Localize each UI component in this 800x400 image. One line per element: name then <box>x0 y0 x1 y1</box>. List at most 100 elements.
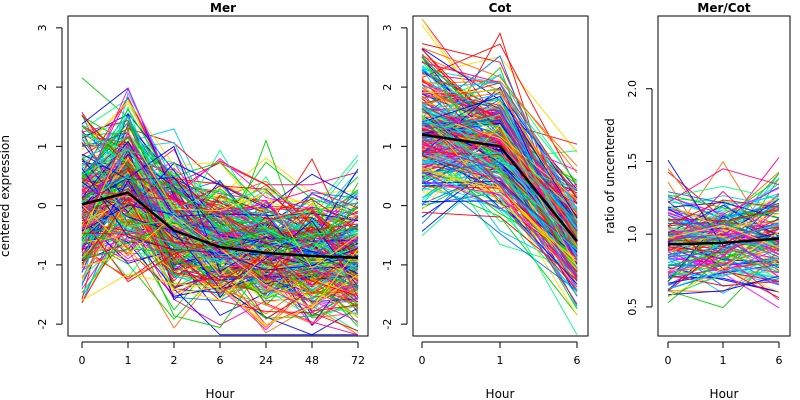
gene-profile-line <box>421 92 578 214</box>
x-tick-label: 48 <box>305 354 319 367</box>
panel-ratio-title: Mer/Cot <box>697 1 750 15</box>
panel-ratio-mean-line <box>667 237 780 246</box>
gene-profile-line <box>81 177 359 242</box>
gene-profile-line <box>667 276 780 293</box>
gene-profile-line <box>421 95 578 219</box>
gene-profile-line <box>81 204 359 266</box>
panel-ratio-y-axis: 0.5 1.0 1.5 2.0 <box>626 80 653 316</box>
gene-profile-line <box>81 273 359 326</box>
gene-profile-line <box>667 214 780 237</box>
gene-profile-line <box>667 168 780 203</box>
panel-mer: Mer -2 -1 0 1 2 3 0 1 2 6 24 48 72 Hour centered ex… <box>0 1 369 400</box>
gene-profile-line <box>421 200 578 285</box>
gene-profile-line <box>421 73 578 210</box>
gene-profile-line <box>81 174 359 265</box>
gene-profile-line <box>667 225 780 299</box>
x-tick-label: 6 <box>776 354 783 367</box>
gene-profile-line <box>667 266 780 290</box>
gene-profile-line <box>667 199 780 226</box>
gene-profile-line <box>421 161 578 276</box>
y-tick-label: -1 <box>36 259 49 270</box>
panel-cot-mean-line <box>421 133 578 242</box>
gene-profile-line <box>81 195 359 297</box>
gene-profile-line <box>667 229 780 244</box>
gene-profile-line <box>667 256 780 277</box>
y-tick-label: 1 <box>36 143 49 150</box>
y-tick-label: 3 <box>381 24 394 31</box>
gene-profile-line <box>421 47 578 174</box>
gene-profile-line <box>421 57 578 249</box>
gene-profile-line <box>81 160 359 281</box>
y-tick-label: 3 <box>36 24 49 31</box>
panel-mer-x-axis: 0 1 2 6 24 48 72 <box>79 341 365 367</box>
gene-profile-line <box>667 213 780 253</box>
gene-profile-line <box>421 86 578 235</box>
gene-profile-line <box>81 169 359 244</box>
gene-profile-line <box>421 167 578 262</box>
gene-profile-line <box>81 137 359 241</box>
panel-ratio-gene-profiles <box>667 157 780 309</box>
y-tick-label: -2 <box>381 319 394 330</box>
gene-profile-line <box>667 248 780 273</box>
x-tick-label: 24 <box>259 354 273 367</box>
y-tick-label: 0.5 <box>626 298 639 316</box>
gene-profile-line <box>81 168 359 271</box>
gene-profile-line <box>667 205 780 247</box>
panel-cot-plot-box <box>412 15 589 337</box>
x-tick-label: 2 <box>171 354 178 367</box>
gene-profile-line <box>81 130 359 270</box>
panel-cot: Cot -2 -1 0 1 2 3 0 1 6 Hour <box>381 1 589 400</box>
x-tick-label: 0 <box>79 354 86 367</box>
gene-profile-line <box>81 189 359 289</box>
panel-ratio: Mer/Cot 0.5 1.0 1.5 2.0 0 1 6 Hour ratio of u… <box>603 1 791 400</box>
gene-profile-line <box>81 153 359 261</box>
x-tick-label: 1 <box>497 354 504 367</box>
gene-profile-line <box>81 213 359 329</box>
gene-profile-line <box>81 203 359 295</box>
panel-cot-gene-profiles <box>421 18 578 336</box>
panel-ratio-y-axis-label: ratio of uncentered <box>603 118 617 233</box>
gene-profile-line <box>667 185 780 200</box>
gene-profile-line <box>667 187 780 215</box>
gene-profile-line <box>667 233 780 252</box>
panel-mer-title: Mer <box>210 1 236 15</box>
gene-profile-line <box>421 116 578 291</box>
y-tick-label: 1 <box>381 143 394 150</box>
panel-cot-x-axis: 0 1 6 <box>419 341 581 367</box>
gene-profile-line <box>81 115 359 291</box>
y-tick-label: 1.5 <box>626 153 639 171</box>
gene-profile-line <box>667 252 780 273</box>
gene-profile-line <box>421 119 578 227</box>
y-tick-label: 2 <box>36 84 49 91</box>
gene-profile-line <box>81 232 359 296</box>
panel-mer-gene-profiles <box>81 77 359 336</box>
gene-profile-line <box>667 238 780 267</box>
gene-profile-line <box>81 181 359 290</box>
gene-profile-line <box>81 234 359 299</box>
gene-profile-line <box>667 233 780 269</box>
gene-profile-line <box>421 158 578 212</box>
panel-mer-y-axis: -2 -1 0 1 2 3 <box>36 24 63 330</box>
gene-profile-line <box>421 211 578 281</box>
gene-profile-line <box>421 151 578 255</box>
gene-profile-line <box>421 43 578 188</box>
gene-profile-line <box>81 131 359 263</box>
gene-profile-line <box>667 215 780 282</box>
x-tick-label: 72 <box>351 354 365 367</box>
gene-profile-line <box>421 163 578 273</box>
y-tick-label: 0 <box>381 202 394 209</box>
gene-profile-line <box>421 170 578 292</box>
x-tick-label: 6 <box>574 354 581 367</box>
gene-profile-line <box>667 198 780 258</box>
gene-profile-line <box>421 112 578 215</box>
y-tick-label: 2 <box>381 84 394 91</box>
gene-profile-line <box>421 118 578 270</box>
gene-profile-line <box>667 201 780 219</box>
gene-profile-line <box>81 136 359 258</box>
panel-ratio-plot-box <box>657 15 791 337</box>
panel-mer-mean-line <box>81 191 359 260</box>
gene-profile-line <box>81 207 359 324</box>
y-tick-label: -2 <box>36 319 49 330</box>
gene-profile-line <box>667 190 780 247</box>
